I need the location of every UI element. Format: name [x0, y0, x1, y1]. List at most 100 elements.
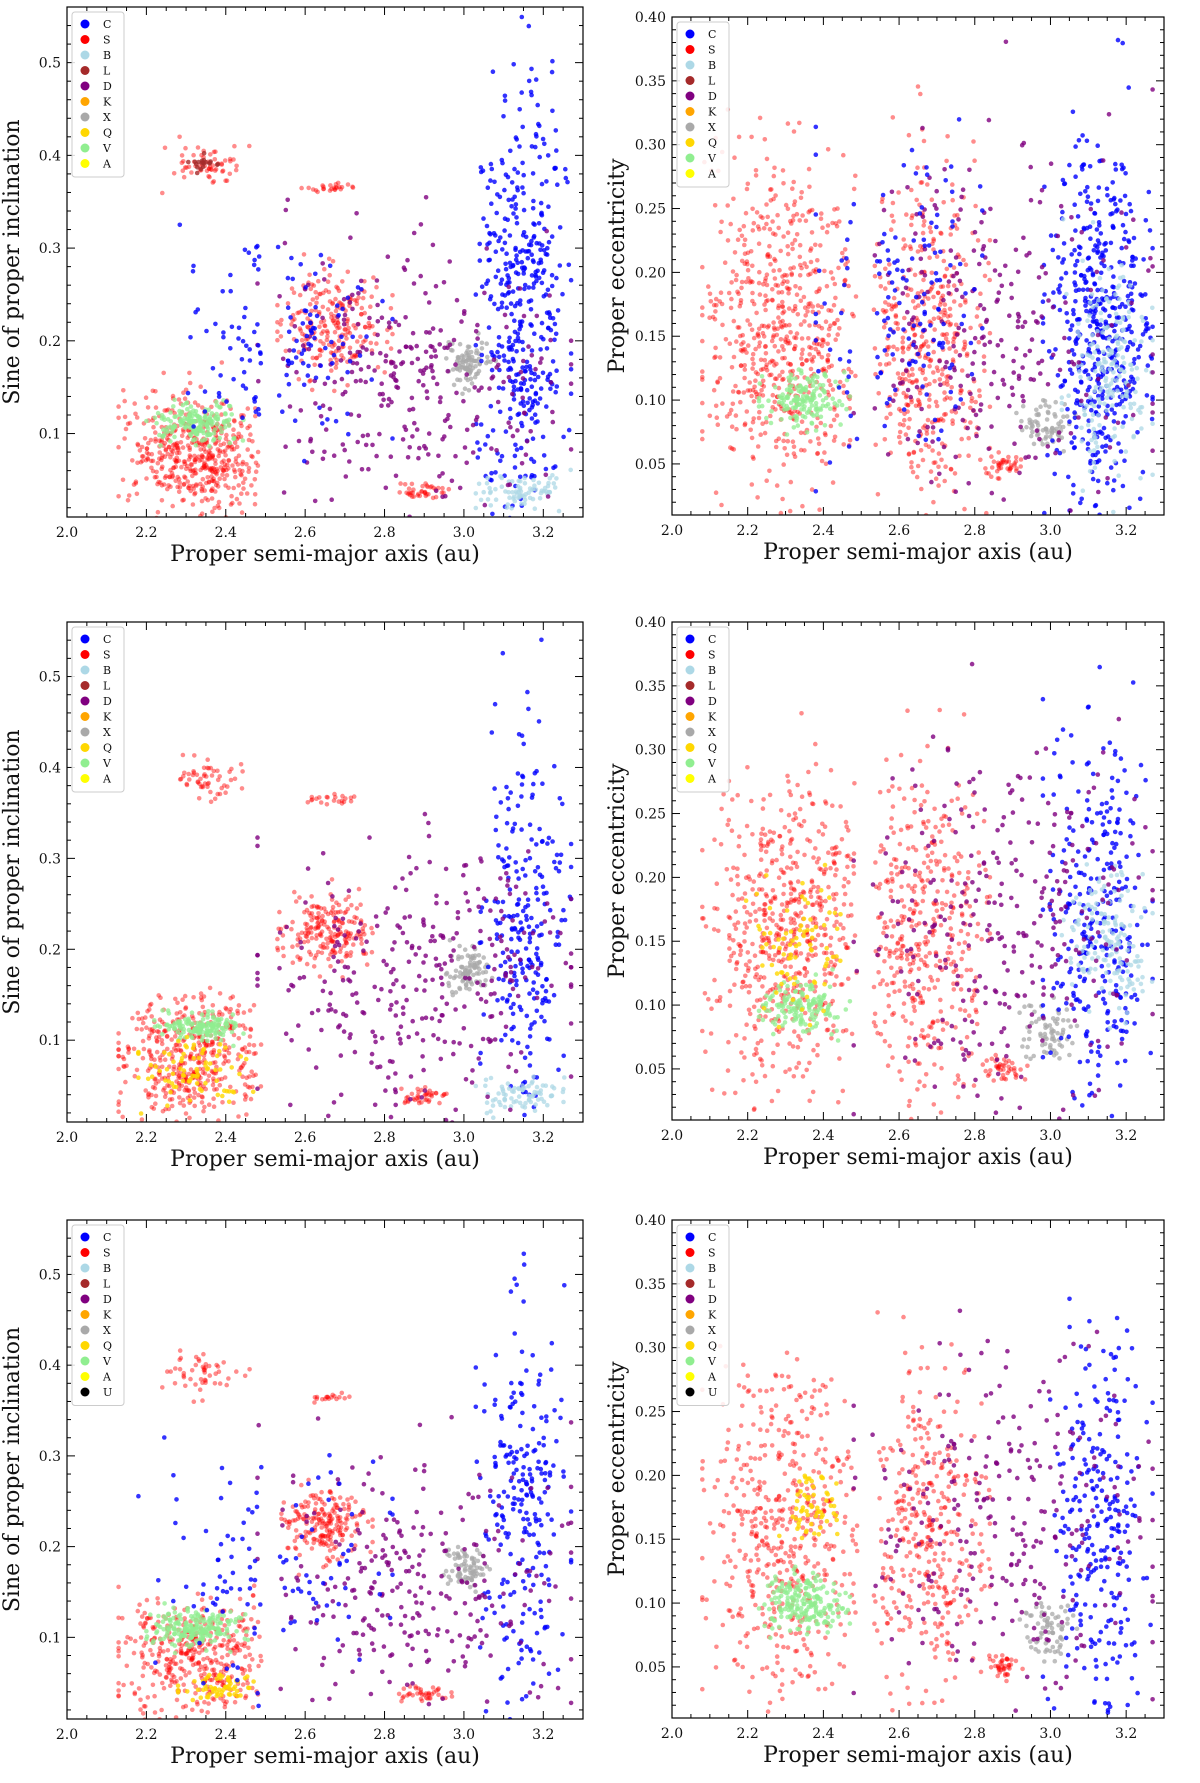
- point-S: [221, 441, 227, 447]
- point-D: [988, 206, 993, 212]
- point-B: [1150, 472, 1155, 478]
- point-S: [186, 1071, 192, 1077]
- point-C: [490, 511, 495, 517]
- point-V: [809, 403, 815, 408]
- point-S: [329, 315, 334, 320]
- point-D: [476, 388, 482, 393]
- point-C: [1100, 396, 1105, 401]
- point-S: [190, 473, 195, 479]
- point-V: [784, 394, 790, 400]
- point-S: [246, 465, 252, 471]
- point-S: [753, 168, 759, 173]
- point-S: [234, 444, 240, 450]
- point-C: [524, 359, 530, 365]
- point-D: [433, 488, 439, 494]
- point-S: [725, 238, 731, 243]
- point-C: [532, 331, 537, 337]
- point-D: [568, 447, 574, 452]
- point-X: [469, 381, 475, 386]
- point-C: [1139, 293, 1145, 299]
- point-S: [310, 297, 316, 302]
- point-S: [215, 447, 221, 452]
- point-S: [780, 377, 785, 383]
- point-S: [832, 321, 837, 327]
- point-C: [493, 470, 498, 475]
- point-B: [552, 485, 558, 490]
- point-C: [501, 114, 506, 119]
- point-C: [523, 234, 529, 240]
- point-S: [831, 320, 837, 326]
- point-S: [352, 297, 358, 303]
- point-S: [340, 279, 345, 284]
- point-S: [973, 399, 978, 405]
- point-S: [737, 227, 742, 233]
- point-S: [317, 324, 322, 330]
- point-C: [1076, 244, 1082, 250]
- point-C: [878, 370, 884, 376]
- point-S: [215, 468, 220, 474]
- point-S: [754, 391, 759, 397]
- point-S: [915, 84, 921, 89]
- point-S: [958, 303, 963, 308]
- point-S: [886, 361, 892, 366]
- point-S: [966, 453, 971, 459]
- point-S: [213, 149, 218, 154]
- point-V: [207, 432, 213, 438]
- point-D: [999, 337, 1004, 343]
- point-C: [231, 376, 236, 382]
- point-D: [547, 293, 552, 298]
- point-C: [980, 208, 985, 213]
- point-S: [912, 332, 917, 338]
- point-S: [825, 341, 830, 347]
- point-S: [160, 453, 165, 458]
- point-V: [788, 372, 794, 378]
- point-D: [378, 350, 383, 356]
- point-S: [321, 341, 326, 347]
- point-S: [711, 387, 717, 393]
- point-C: [532, 377, 538, 383]
- point-S: [826, 353, 831, 358]
- point-D: [995, 297, 1000, 303]
- point-C: [1140, 469, 1146, 475]
- point-S: [943, 336, 949, 342]
- point-C: [519, 319, 525, 324]
- point-S: [797, 218, 802, 223]
- point-S: [176, 397, 182, 402]
- point-S: [125, 498, 131, 503]
- point-S: [173, 478, 178, 484]
- point-C: [1050, 247, 1056, 253]
- point-D: [1016, 314, 1022, 320]
- point-S: [767, 360, 773, 365]
- point-S: [187, 380, 193, 386]
- point-S: [207, 164, 213, 170]
- point-C: [1131, 235, 1137, 241]
- point-C: [236, 336, 241, 341]
- point-C: [530, 399, 536, 405]
- point-C: [1084, 279, 1089, 285]
- point-D: [475, 336, 480, 341]
- point-S: [1008, 466, 1013, 471]
- point-S: [828, 270, 834, 275]
- point-C: [1056, 255, 1061, 260]
- point-D: [1103, 415, 1109, 420]
- point-D: [978, 408, 983, 413]
- point-C: [1046, 349, 1052, 354]
- point-D: [972, 229, 978, 235]
- point-C: [1141, 257, 1146, 262]
- point-C: [533, 77, 539, 82]
- point-V: [757, 381, 763, 386]
- point-S: [825, 223, 831, 228]
- point-S: [911, 449, 917, 455]
- point-S: [309, 282, 315, 287]
- point-V: [152, 415, 158, 421]
- point-S: [166, 444, 172, 450]
- point-S: [978, 291, 983, 297]
- point-S: [788, 218, 793, 224]
- point-S: [339, 184, 345, 190]
- point-S: [219, 161, 224, 166]
- point-S: [238, 472, 243, 477]
- point-S: [1007, 466, 1013, 472]
- point-B: [481, 489, 487, 495]
- point-C: [1146, 570, 1151, 575]
- point-D: [496, 362, 501, 368]
